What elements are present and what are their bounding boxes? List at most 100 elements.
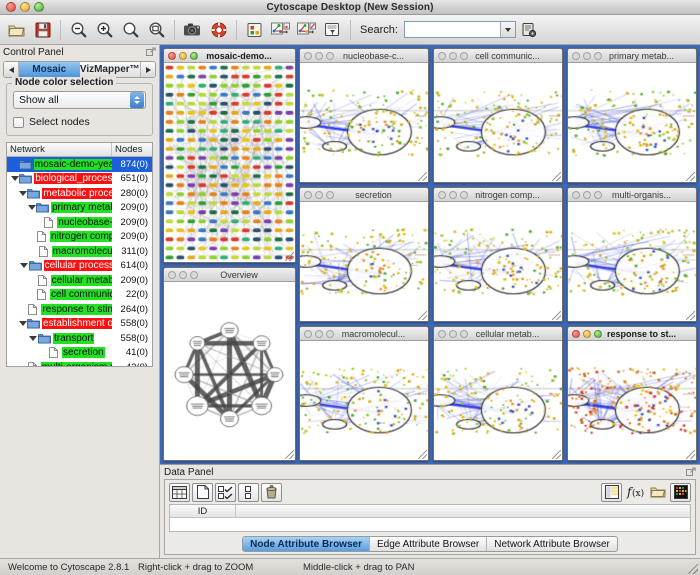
select-nodes-checkbox[interactable] <box>13 116 24 128</box>
close-window-button[interactable] <box>438 51 446 60</box>
network-tree-row[interactable]: primary metabolic process 209(0) <box>7 201 152 216</box>
minimize-window-button[interactable] <box>583 190 591 199</box>
network-canvas[interactable] <box>434 202 562 321</box>
zoom-window-button[interactable] <box>326 51 334 60</box>
network-window[interactable]: nucleobase-c... <box>299 48 429 183</box>
close-window-button[interactable] <box>572 51 580 60</box>
resize-grip[interactable] <box>688 564 698 574</box>
network-canvas[interactable] <box>434 63 562 182</box>
zoom-window-button[interactable] <box>460 51 468 60</box>
network-window[interactable]: cell communic... <box>433 48 563 183</box>
resize-grip[interactable] <box>418 450 427 459</box>
minimize-window-button[interactable] <box>583 329 591 338</box>
network-tree-row[interactable]: cell communication 22(0) <box>7 288 152 303</box>
network-window-mosaic[interactable]: mosaic-demo... <box>163 48 296 263</box>
close-window-button[interactable] <box>438 190 446 199</box>
network-window[interactable]: macromolecul... <box>299 326 429 461</box>
network-canvas-overview[interactable] <box>164 282 295 460</box>
chevron-right-icon[interactable] <box>140 62 155 77</box>
expand-twisty-icon[interactable] <box>10 176 19 182</box>
list-icon[interactable] <box>238 482 259 502</box>
zoom-fit-icon[interactable] <box>144 18 169 42</box>
tab-mosaic[interactable]: Mosaic <box>19 62 80 77</box>
resize-grip[interactable] <box>552 311 561 320</box>
close-window-button[interactable] <box>572 329 580 338</box>
close-window-button[interactable] <box>168 270 176 279</box>
zoom-window-button[interactable] <box>594 190 602 199</box>
search-dropdown-button[interactable] <box>499 22 515 37</box>
network-tree-row[interactable]: transport 558(0) <box>7 331 152 346</box>
resize-grip[interactable] <box>418 172 427 181</box>
select-attributes-icon[interactable] <box>215 482 236 502</box>
close-window-button[interactable] <box>304 190 312 199</box>
expand-twisty-icon[interactable] <box>19 190 28 196</box>
close-window-button[interactable] <box>304 329 312 338</box>
minimize-window-button[interactable] <box>179 51 187 60</box>
network-tree-row[interactable]: multi-organism process42(0) <box>7 360 152 366</box>
network-canvas[interactable] <box>300 341 428 460</box>
filter-icon[interactable] <box>320 18 345 42</box>
minimize-window-button[interactable] <box>20 2 30 12</box>
close-window-button[interactable] <box>572 190 580 199</box>
minimize-window-button[interactable] <box>449 329 457 338</box>
network-tree-body[interactable]: mosaic-demo-yeast 874(0) biological_proces… <box>7 157 152 366</box>
network-window[interactable]: secretion <box>299 187 429 322</box>
zoom-selected-icon[interactable] <box>118 18 143 42</box>
minimize-window-button[interactable] <box>583 51 591 60</box>
zoom-in-icon[interactable] <box>92 18 117 42</box>
zoom-window-button[interactable] <box>190 270 198 279</box>
network-tree-row[interactable]: secretion 41(0) <box>7 346 152 361</box>
function-builder-icon[interactable]: f (x) <box>624 483 645 502</box>
resize-grip[interactable] <box>686 311 695 320</box>
zoom-out-icon[interactable] <box>66 18 91 42</box>
attribute-table[interactable]: ID <box>169 504 691 532</box>
delete-trash-icon[interactable] <box>261 482 282 502</box>
tab-node-attribute-browser[interactable]: Node Attribute Browser <box>243 537 370 551</box>
resize-grip[interactable] <box>686 450 695 459</box>
expand-twisty-icon[interactable] <box>28 335 38 341</box>
minimize-window-button[interactable] <box>449 51 457 60</box>
zoom-window-button[interactable] <box>594 51 602 60</box>
search-combo[interactable] <box>403 21 516 38</box>
expand-twisty-icon[interactable] <box>19 321 27 327</box>
network-tree-row[interactable]: response to stimulus 264(0) <box>7 302 152 317</box>
network-canvas[interactable] <box>434 341 562 460</box>
network-tree-row[interactable]: nitrogen compound 209(0) <box>7 230 152 245</box>
resize-grip[interactable] <box>285 450 294 459</box>
minimize-window-button[interactable] <box>449 190 457 199</box>
resize-grip[interactable] <box>418 311 427 320</box>
open-folder-icon[interactable] <box>647 483 668 502</box>
network-canvas[interactable] <box>568 63 696 182</box>
network-tree-row[interactable]: cellular metabolic 209(0) <box>7 273 152 288</box>
network-window[interactable]: response to st... <box>567 326 697 461</box>
network-canvas[interactable] <box>568 202 696 321</box>
network-window[interactable]: primary metab... <box>567 48 697 183</box>
resize-grip[interactable] <box>686 172 695 181</box>
minimize-window-button[interactable] <box>315 329 323 338</box>
minimize-window-button[interactable] <box>315 51 323 60</box>
heatmap-icon[interactable] <box>670 482 691 502</box>
network-window[interactable]: cellular metab... <box>433 326 563 461</box>
zoom-window-button[interactable] <box>326 190 334 199</box>
float-panel-icon[interactable] <box>146 47 156 57</box>
first-neighbors-icon[interactable] <box>268 18 293 42</box>
tab-vizmapper[interactable]: VizMapper™ <box>79 64 140 75</box>
close-window-button[interactable] <box>304 51 312 60</box>
network-canvas[interactable] <box>300 63 428 182</box>
network-tree-row[interactable]: metabolic process 280(0) <box>7 186 152 201</box>
zoom-window-button[interactable] <box>34 2 44 12</box>
float-panel-icon[interactable] <box>686 467 696 477</box>
zoom-window-button[interactable] <box>326 329 334 338</box>
minimize-window-button[interactable] <box>315 190 323 199</box>
column-header-id[interactable]: ID <box>170 505 236 517</box>
network-tree-row[interactable]: nucleobase-containing 209(0) <box>7 215 152 230</box>
resize-grip[interactable] <box>552 450 561 459</box>
network-canvas-mosaic[interactable] <box>164 63 295 262</box>
node-attribute-icon[interactable] <box>242 18 267 42</box>
network-canvas[interactable] <box>300 202 428 321</box>
close-window-button[interactable] <box>168 51 176 60</box>
tab-network-attribute-browser[interactable]: Network Attribute Browser <box>494 538 610 550</box>
new-document-icon[interactable] <box>192 482 213 502</box>
network-tree-row[interactable]: biological_process 651(0) <box>7 172 152 187</box>
select-all-table-icon[interactable] <box>169 482 190 502</box>
